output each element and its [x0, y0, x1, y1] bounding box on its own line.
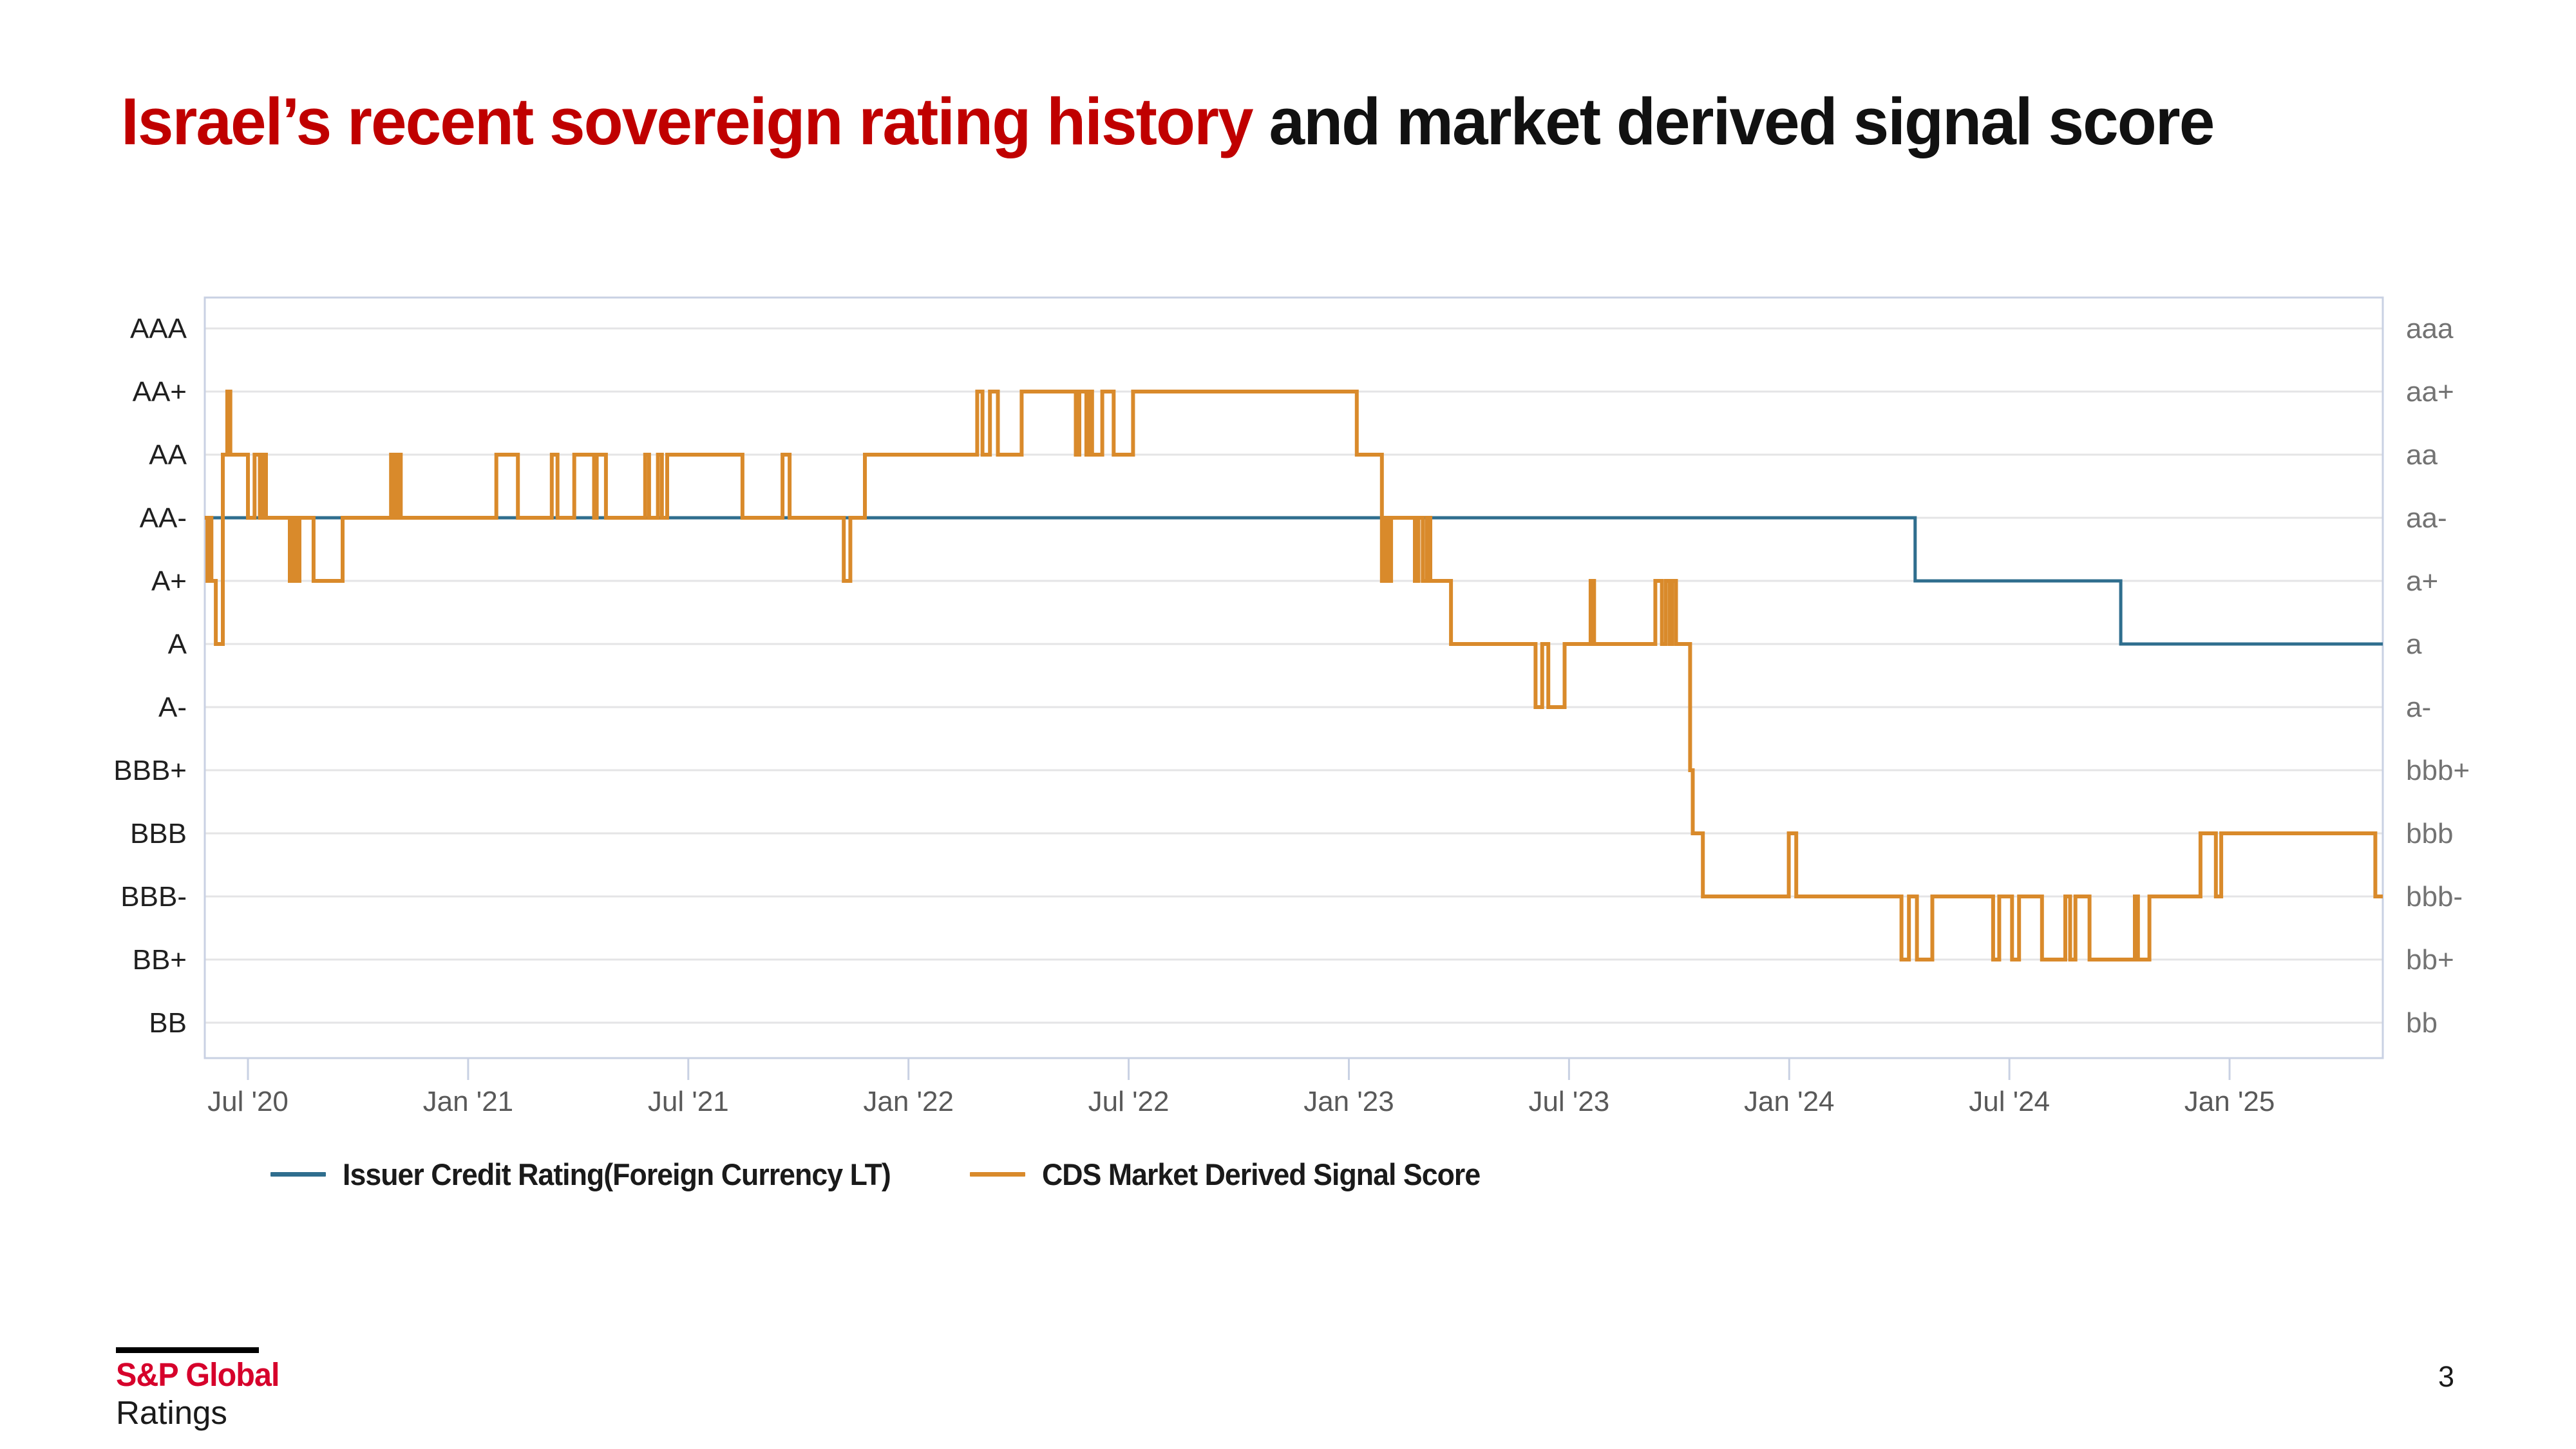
y-axis-label-right: bb+: [2406, 944, 2454, 976]
y-axis-label-right: bbb-: [2406, 881, 2463, 913]
mds-line-swatch: [969, 1172, 1025, 1177]
x-axis-label: Jul '22: [1088, 1086, 1170, 1117]
x-axis-label: Jul '23: [1528, 1086, 1609, 1117]
y-axis-label-right: a-: [2406, 692, 2431, 723]
page-number: 3: [2438, 1360, 2455, 1393]
y-axis-label-left: A: [168, 629, 187, 660]
plot-border: [204, 296, 2384, 1059]
y-axis-label-right: bbb: [2406, 818, 2453, 849]
y-axis-label-right: aa-: [2406, 502, 2447, 534]
logo-division: Ratings: [116, 1394, 227, 1431]
y-axis-label-left: BBB+: [113, 755, 187, 786]
legend-label-mds: CDS Market Derived Signal Score: [1041, 1157, 1481, 1191]
x-axis-label: Jan '21: [423, 1086, 514, 1117]
y-axis-label-left: BBB-: [120, 881, 187, 913]
chart-legend: Issuer Credit Rating(Foreign Currency LT…: [270, 1157, 1503, 1192]
logo-bar: [116, 1347, 259, 1353]
series-line-icr: [205, 516, 2383, 646]
page-title: Israel’s recent sovereign rating history…: [121, 84, 2432, 160]
page-title-rest: and market derived signal score: [1252, 84, 2215, 158]
y-axis-label-left: BB+: [133, 944, 187, 976]
page-title-highlight: Israel’s recent sovereign rating history: [121, 84, 1254, 158]
legend-item-icr: Issuer Credit Rating(Foreign Currency LT…: [270, 1157, 920, 1192]
y-axis-label-right: aaa: [2406, 313, 2454, 345]
series-line-mds: [205, 390, 2383, 961]
y-axis-label-left: AA: [149, 439, 187, 471]
y-axis-label-left: BBB: [130, 818, 187, 849]
x-axis-label: Jul '24: [1969, 1086, 2050, 1117]
y-axis-label-left: AA+: [133, 376, 187, 408]
x-axis-label: Jul '21: [648, 1086, 729, 1117]
y-axis-label-right: a: [2406, 629, 2422, 660]
x-axis-label: Jan '24: [1744, 1086, 1835, 1117]
y-axis-label-left: AA-: [140, 502, 187, 534]
legend-item-mds: CDS Market Derived Signal Score: [969, 1157, 1503, 1192]
x-axis-label: Jul '20: [207, 1086, 289, 1117]
x-axis-label: Jan '23: [1303, 1086, 1394, 1117]
x-axis-label: Jan '22: [863, 1086, 954, 1117]
y-axis-label-right: a+: [2406, 565, 2438, 597]
y-axis-label-right: bbb+: [2406, 755, 2470, 786]
icr-line-swatch: [270, 1172, 326, 1177]
y-axis-label-left: A-: [158, 692, 187, 723]
y-axis-label-right: aa+: [2406, 376, 2454, 408]
logo-brand: S&P Global: [116, 1356, 279, 1393]
x-axis-label: Jan '25: [2184, 1086, 2275, 1117]
legend-label-icr: Issuer Credit Rating(Foreign Currency LT…: [343, 1157, 891, 1191]
y-axis-label-right: bb: [2406, 1007, 2438, 1039]
y-axis-label-left: BB: [149, 1007, 187, 1039]
y-axis-label-left: AAA: [130, 313, 187, 345]
y-axis-label-right: aa: [2406, 439, 2438, 471]
y-axis-label-left: A+: [151, 565, 187, 597]
sp-global-logo: S&P Global Ratings: [116, 1347, 288, 1431]
